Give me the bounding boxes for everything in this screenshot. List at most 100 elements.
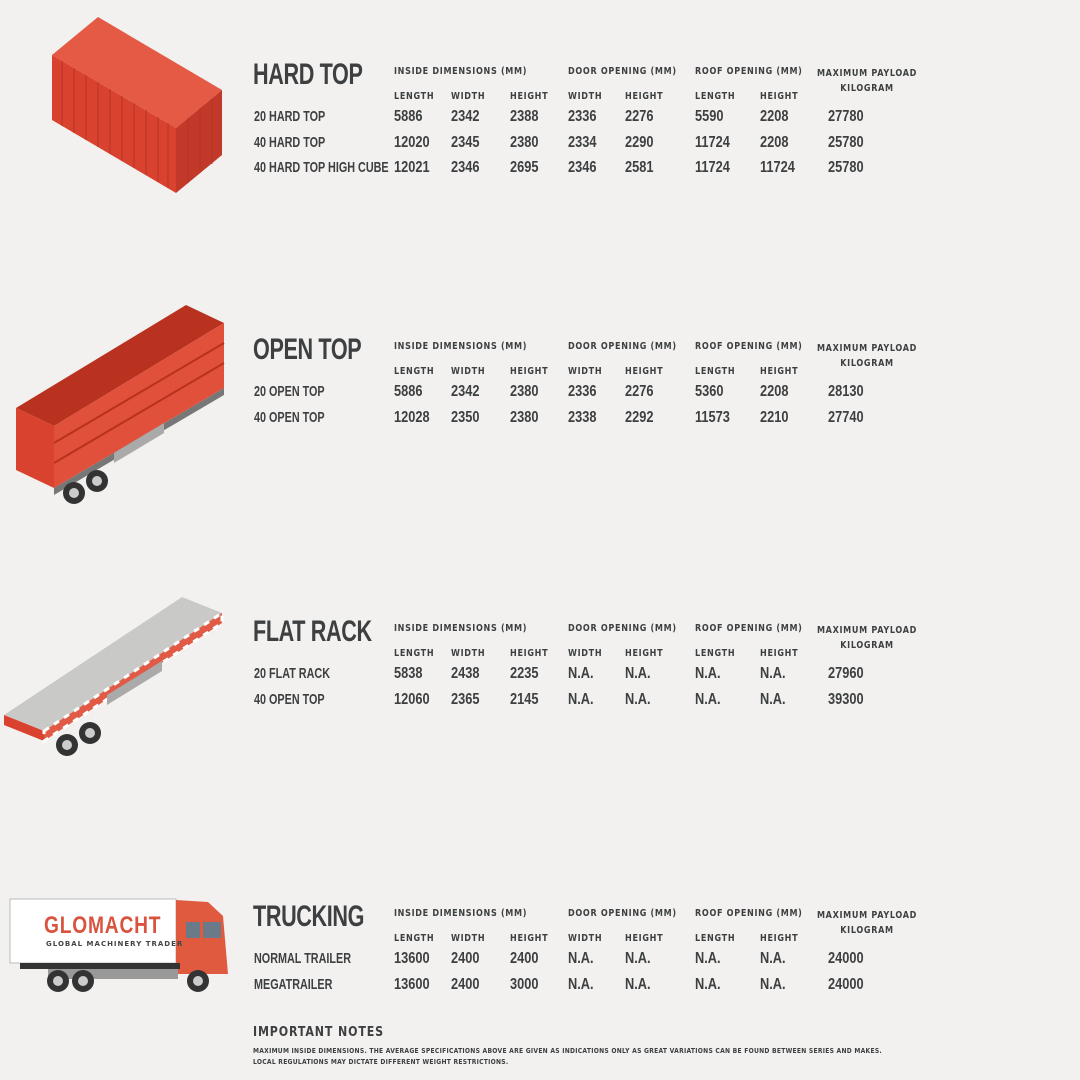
table-cell: 2342 <box>451 108 480 125</box>
row-label: MEGATRAILER <box>254 975 333 993</box>
table-cell: N.A. <box>625 690 651 708</box>
group-header-inside: INSIDE DIMENSIONS (MM) <box>394 623 528 634</box>
section-title: HARD TOP <box>253 58 363 91</box>
payload-unit: KILOGRAM <box>840 640 894 651</box>
column-header: LENGTH <box>394 366 435 377</box>
table-cell: 5886 <box>394 383 423 400</box>
group-header-roof: ROOF OPENING (MM) <box>695 341 803 352</box>
table-cell: 2380 <box>510 133 539 151</box>
section-trucking: TRUCKING INSIDE DIMENSIONS (MM) DOOR OPENI… <box>0 900 1080 1054</box>
group-header-door: DOOR OPENING (MM) <box>568 623 677 634</box>
table-cell: 2581 <box>625 159 654 176</box>
payload-label: MAXIMUM PAYLOAD <box>816 910 918 921</box>
row-label: 40 HARD TOP <box>254 133 326 151</box>
table-cell: 11573 <box>695 408 730 426</box>
table-cell: 13600 <box>394 975 430 993</box>
column-header: LENGTH <box>695 648 736 659</box>
table-cell: N.A. <box>695 690 721 708</box>
column-header: WIDTH <box>451 648 486 659</box>
table-cell: 2380 <box>510 408 539 426</box>
section-title: FLAT RACK <box>253 615 372 648</box>
table-cell: 2208 <box>760 108 789 125</box>
table-cell: N.A. <box>625 665 651 682</box>
table-cell: 25780 <box>828 159 864 176</box>
column-header: WIDTH <box>568 648 603 659</box>
table-cell: 25780 <box>828 133 864 151</box>
table-cell: 2208 <box>760 383 789 400</box>
column-header: HEIGHT <box>625 933 664 944</box>
table-cell: 11724 <box>695 159 730 176</box>
column-header: LENGTH <box>695 366 736 377</box>
table-cell: N.A. <box>695 950 721 967</box>
payload-label: MAXIMUM PAYLOAD <box>816 625 918 636</box>
table-cell: 2208 <box>760 133 789 151</box>
table-cell: 2345 <box>451 133 480 151</box>
table-cell: 11724 <box>760 159 795 176</box>
payload-unit: KILOGRAM <box>840 83 894 94</box>
row-label: 20 OPEN TOP <box>254 383 325 400</box>
row-label: NORMAL TRAILER <box>254 950 351 967</box>
table-cell: 11724 <box>695 133 730 151</box>
group-header-inside: INSIDE DIMENSIONS (MM) <box>394 908 528 919</box>
column-header: WIDTH <box>568 366 603 377</box>
row-label: 20 FLAT RACK <box>254 665 331 682</box>
table-cell: 2438 <box>451 665 480 682</box>
table-cell: 2292 <box>625 408 654 426</box>
group-header-payload: MAXIMUM PAYLOAD KILOGRAM <box>816 341 918 371</box>
table-cell: 5838 <box>394 665 423 682</box>
column-header: HEIGHT <box>760 648 799 659</box>
section-title: TRUCKING <box>253 900 365 933</box>
table-cell: 12060 <box>394 690 430 708</box>
table-cell: N.A. <box>695 665 721 682</box>
table-cell: 2346 <box>568 159 597 176</box>
table-cell: 27780 <box>828 108 864 125</box>
table-cell: 24000 <box>828 950 864 967</box>
table-cell: 2338 <box>568 408 597 426</box>
payload-label: MAXIMUM PAYLOAD <box>816 343 918 354</box>
notes-title: IMPORTANT NOTES <box>253 1025 384 1040</box>
table-cell: 24000 <box>828 975 864 993</box>
flat-rack-trailer-illustration <box>4 597 224 756</box>
column-header: HEIGHT <box>510 366 549 377</box>
group-header-door: DOOR OPENING (MM) <box>568 341 677 352</box>
table-cell: N.A. <box>568 690 594 708</box>
table-cell: 2336 <box>568 108 597 125</box>
group-header-door: DOOR OPENING (MM) <box>568 66 677 77</box>
column-header: HEIGHT <box>510 91 549 102</box>
table-cell: 39300 <box>828 690 864 708</box>
table-cell: N.A. <box>568 665 594 682</box>
open-top-trailer-illustration <box>16 305 225 504</box>
column-header: LENGTH <box>695 933 736 944</box>
row-label: 40 OPEN TOP <box>254 408 325 426</box>
column-header: WIDTH <box>568 933 603 944</box>
group-header-roof: ROOF OPENING (MM) <box>695 908 803 919</box>
table-cell: 2695 <box>510 159 539 176</box>
table-cell: 2145 <box>510 690 539 708</box>
group-header-payload: MAXIMUM PAYLOAD KILOGRAM <box>816 623 918 653</box>
table-cell: N.A. <box>568 975 594 993</box>
table-cell: 2346 <box>451 159 480 176</box>
table-cell: N.A. <box>760 665 786 682</box>
table-cell: 2334 <box>568 133 597 151</box>
group-header-payload: MAXIMUM PAYLOAD KILOGRAM <box>816 908 918 938</box>
column-header: WIDTH <box>568 91 603 102</box>
table-cell: N.A. <box>760 950 786 967</box>
group-header-inside: INSIDE DIMENSIONS (MM) <box>394 66 528 77</box>
table-cell: 5360 <box>695 383 724 400</box>
row-label: 20 HARD TOP <box>254 108 326 125</box>
table-cell: 2400 <box>510 950 539 967</box>
note-line: MAXIMUM INSIDE DIMENSIONS. THE AVERAGE S… <box>253 1047 882 1055</box>
section-open-top: OPEN TOP INSIDE DIMENSIONS (MM) DOOR OPENI… <box>0 333 1080 487</box>
row-label: 40 OPEN TOP <box>254 690 325 708</box>
section-flat-rack: FLAT RACK INSIDE DIMENSIONS (MM) DOOR OPEN… <box>0 615 1080 769</box>
table-cell: 2210 <box>760 408 789 426</box>
table-cell: 3000 <box>510 975 539 993</box>
table-cell: 2276 <box>625 383 654 400</box>
column-header: HEIGHT <box>625 91 664 102</box>
table-cell: 2336 <box>568 383 597 400</box>
table-cell: N.A. <box>760 975 786 993</box>
payload-unit: KILOGRAM <box>840 925 894 936</box>
payload-label: MAXIMUM PAYLOAD <box>816 68 918 79</box>
table-cell: 2350 <box>451 408 480 426</box>
